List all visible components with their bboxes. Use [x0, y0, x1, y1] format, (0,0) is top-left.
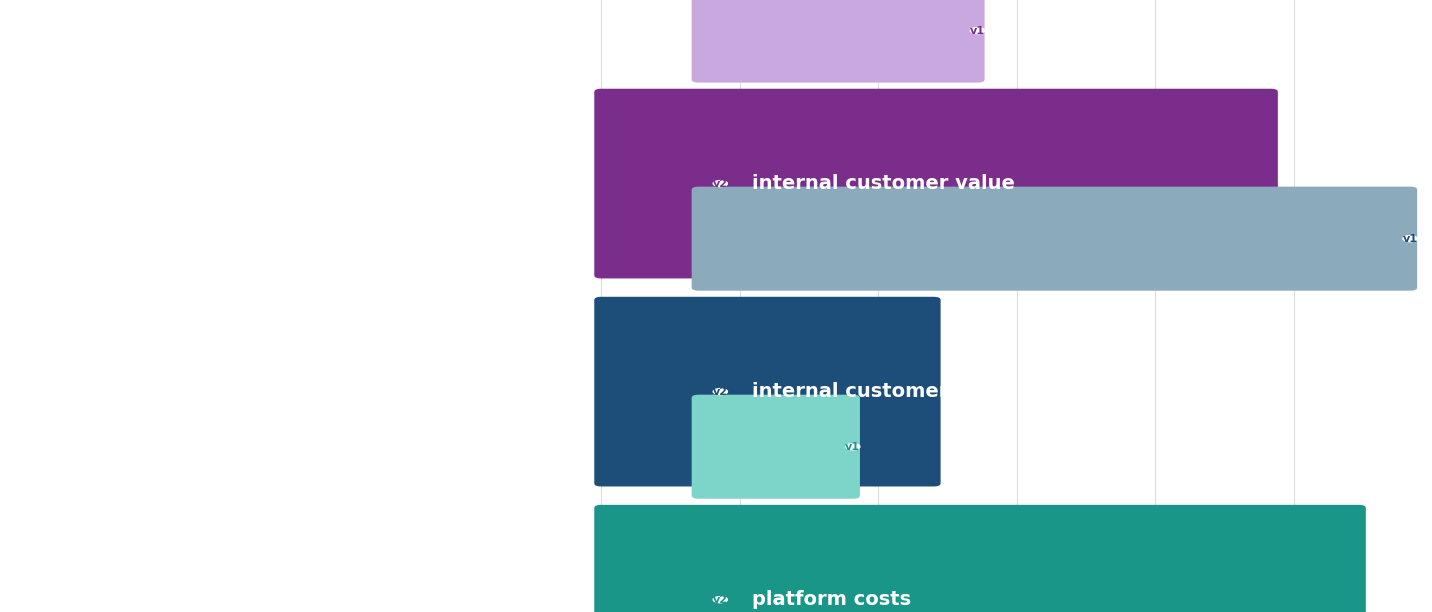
- Text: internal customer costs: internal customer costs: [752, 382, 1012, 401]
- Circle shape: [713, 597, 727, 603]
- Text: v2: v2: [713, 595, 727, 605]
- Text: v1: v1: [845, 442, 861, 452]
- Text: v1: v1: [969, 26, 985, 35]
- Circle shape: [846, 444, 859, 450]
- Circle shape: [713, 389, 727, 395]
- Text: v2: v2: [713, 387, 727, 397]
- Text: v1: v1: [1402, 234, 1418, 244]
- FancyBboxPatch shape: [594, 505, 1366, 612]
- Circle shape: [971, 28, 985, 34]
- FancyBboxPatch shape: [692, 0, 985, 83]
- FancyBboxPatch shape: [594, 297, 941, 487]
- FancyBboxPatch shape: [692, 187, 1418, 291]
- Text: internal customer value: internal customer value: [752, 174, 1015, 193]
- Circle shape: [1403, 236, 1418, 242]
- Text: v2: v2: [713, 179, 727, 188]
- Circle shape: [713, 181, 727, 187]
- FancyBboxPatch shape: [594, 89, 1277, 278]
- Text: platform costs: platform costs: [752, 590, 911, 609]
- FancyBboxPatch shape: [692, 395, 861, 499]
